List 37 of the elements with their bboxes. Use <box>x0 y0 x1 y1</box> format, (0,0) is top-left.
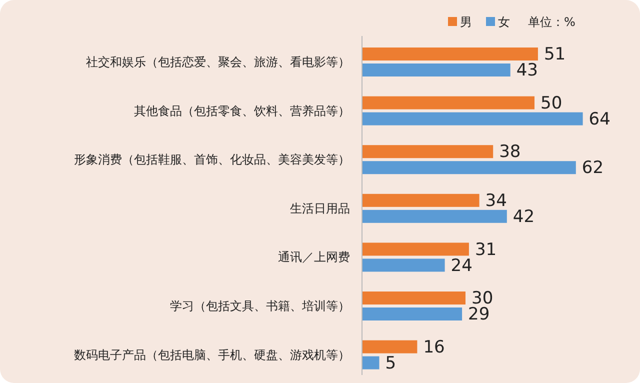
y-tick-label: 数码电子产品（包括电脑、手机、硬盘、游戏机等） <box>74 348 350 362</box>
data-label: 29 <box>468 304 490 325</box>
bar <box>362 48 538 60</box>
bar <box>362 161 576 174</box>
bar <box>362 242 469 256</box>
data-label: 24 <box>450 256 472 276</box>
bar <box>362 308 462 320</box>
data-label: 43 <box>516 60 538 81</box>
bar <box>362 194 480 207</box>
data-label: 31 <box>474 240 497 260</box>
data-label: 16 <box>423 337 445 358</box>
y-tick-label: 形象消费（包括鞋服、首饰、化妆品、美容美发等） <box>74 152 350 167</box>
bar <box>362 96 534 110</box>
data-label: 42 <box>512 207 535 228</box>
data-label: 51 <box>544 44 566 65</box>
bar <box>362 356 380 370</box>
legend-label: 女 <box>498 15 510 29</box>
y-tick-label: 生活日用品 <box>290 201 350 216</box>
bar <box>362 210 507 223</box>
bar <box>362 258 445 272</box>
data-label: 5 <box>385 353 396 374</box>
data-label: 50 <box>540 93 562 114</box>
y-tick-label: 学习（包括文具、书籍、培训等） <box>170 299 350 313</box>
bar <box>362 145 494 158</box>
bar <box>362 340 418 354</box>
legend-label: 男 <box>460 15 472 29</box>
data-label: 62 <box>582 158 604 178</box>
y-tick-label: 社交和娱乐（包括恋爱、聚会、旅游、看电影等） <box>86 55 350 69</box>
data-label: 64 <box>588 109 610 130</box>
bar <box>362 64 510 76</box>
data-label: 38 <box>499 142 521 162</box>
text: 单位：% <box>528 15 576 29</box>
data-label: 34 <box>485 191 507 212</box>
bar <box>362 292 466 304</box>
y-tick-label: 其他食品（包括零食、饮料、营养品等） <box>134 104 350 118</box>
bar <box>362 112 583 126</box>
y-tick-label: 通讯／上网费 <box>278 250 350 264</box>
